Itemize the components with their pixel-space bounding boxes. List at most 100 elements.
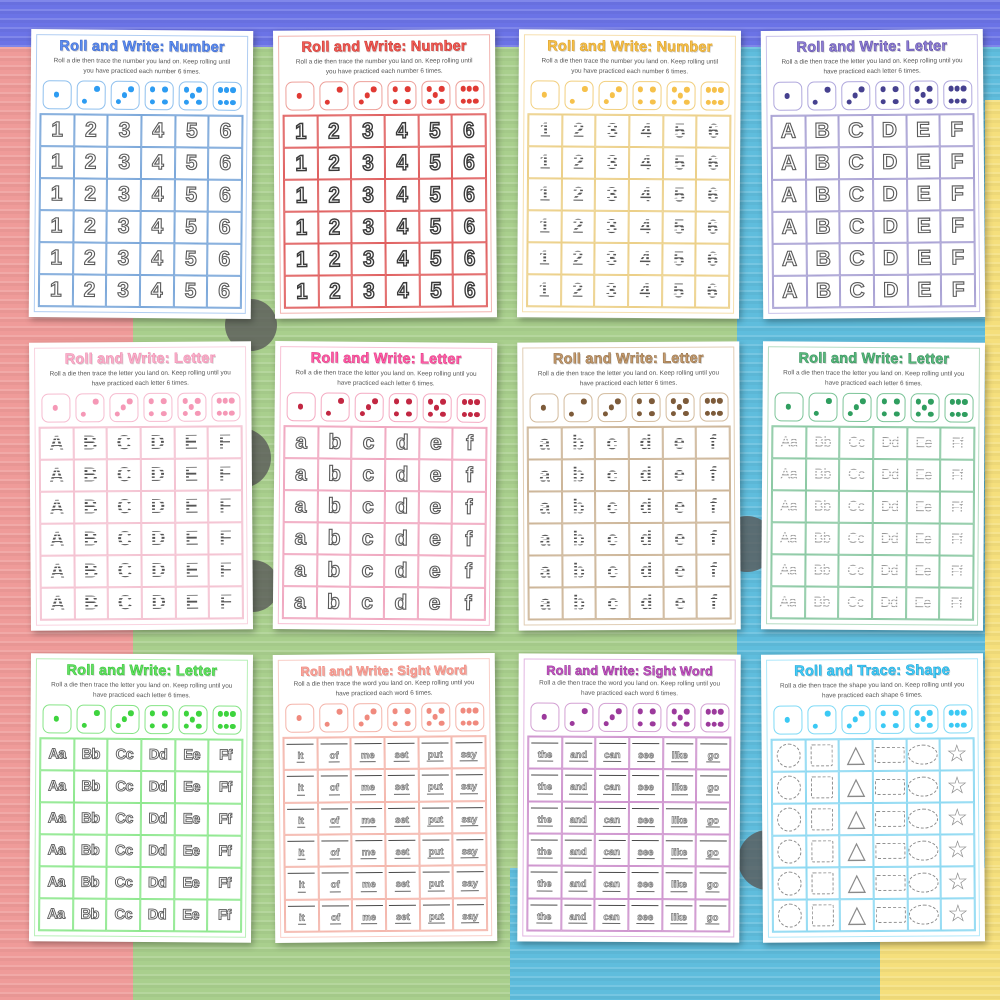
- trace-cell: f: [696, 458, 731, 491]
- trace-cell: 6: [207, 211, 242, 244]
- trace-glyph: 1: [539, 119, 551, 142]
- trace-cell: △: [839, 834, 874, 868]
- trace-word: it: [296, 782, 305, 796]
- shape-rectangle: [874, 746, 905, 763]
- trace-cell: F: [940, 146, 975, 179]
- trace-cell: d: [629, 490, 663, 523]
- trace-cell: E: [174, 490, 209, 523]
- instructions-line2: have practiced each word 6 times.: [335, 689, 433, 698]
- trace-cell: e: [418, 491, 453, 524]
- trace-glyph: 3: [117, 279, 130, 303]
- die-face-4-icon: [875, 392, 906, 423]
- trace-glyph: 4: [639, 248, 651, 271]
- die-pip: [126, 398, 133, 405]
- trace-cell: Bb: [73, 834, 108, 867]
- trace-glyph: 6: [707, 120, 720, 143]
- trace-word: see: [636, 814, 655, 828]
- trace-glyph: c: [606, 560, 619, 583]
- die-pip: [960, 709, 967, 716]
- trace-glyph: d: [394, 527, 408, 551]
- trace-glyph: Bb: [80, 842, 100, 859]
- trace-word: say: [460, 813, 479, 827]
- worksheet-instructions: Roll a die then trace the word you land …: [539, 679, 720, 699]
- die-pip: [217, 87, 224, 93]
- trace-glyph: f: [465, 432, 474, 456]
- die-pip: [954, 85, 960, 92]
- trace-cell: Bb: [805, 426, 840, 459]
- trace-cell: 6: [208, 179, 242, 212]
- writing-guide-line: [388, 807, 416, 809]
- die-pip: [358, 721, 364, 727]
- dice-row: [41, 704, 242, 735]
- trace-glyph: Ee: [914, 595, 932, 612]
- trace-cell: [771, 739, 806, 772]
- trace-glyph: A: [49, 496, 65, 519]
- trace-glyph: 2: [84, 150, 97, 175]
- trace-glyph: 5: [184, 247, 197, 271]
- trace-cell: e: [417, 555, 452, 588]
- trace-glyph: 5: [429, 117, 442, 144]
- trace-cell: Ff: [208, 803, 242, 836]
- writing-guide-line: [455, 774, 483, 776]
- trace-cell: Dd: [140, 834, 175, 868]
- die-pip: [784, 717, 791, 723]
- die-pip: [336, 708, 343, 715]
- trace-cell: Ff: [207, 899, 242, 932]
- trace-cell: f: [451, 587, 486, 620]
- trace-glyph: f: [710, 591, 718, 614]
- die-pip: [915, 411, 921, 417]
- worksheet-letter-brown-lowercase: Roll and Write: Letter Roll a die then tr…: [517, 341, 741, 631]
- trace-cell: F: [940, 210, 975, 243]
- die-face-5-icon: [420, 702, 450, 732]
- trace-word: see: [636, 911, 655, 925]
- die-pip: [81, 722, 88, 728]
- trace-cell: f: [696, 426, 730, 459]
- die-pip: [404, 708, 411, 714]
- die-pip: [962, 399, 968, 405]
- trace-glyph: Ff: [218, 779, 232, 796]
- trace-glyph: 4: [396, 181, 409, 208]
- instructions-line2: have practiced each letter 6 times.: [825, 379, 923, 388]
- trace-cell: Cc: [838, 522, 873, 555]
- die-pip: [582, 86, 588, 92]
- die-pip: [53, 716, 60, 722]
- trace-cell: e: [418, 427, 453, 460]
- trace-glyph: d: [640, 591, 653, 614]
- writing-guide-line: [531, 742, 559, 744]
- worksheet-letter-purple-uppercase: Roll and Write: Letter Roll a die then tr…: [760, 29, 986, 319]
- trace-cell: 2: [73, 178, 108, 211]
- trace-cell: B: [73, 491, 108, 524]
- die-face-3-icon: [110, 80, 140, 110]
- trace-glyph: 3: [361, 117, 374, 144]
- trace-glyph: 1: [50, 246, 63, 270]
- trace-cell: E: [175, 554, 210, 587]
- trace-cell: 6: [695, 211, 730, 244]
- writing-guide-line: [455, 806, 483, 808]
- die-pip: [926, 86, 933, 92]
- shape-ellipse: [908, 808, 939, 829]
- instructions-line2: you have practiced each number 6 times.: [325, 67, 443, 76]
- trace-glyph: Aa: [780, 498, 798, 515]
- trace-cell: 2: [560, 274, 595, 307]
- die-pip: [649, 721, 656, 727]
- trace-cell: f: [452, 491, 486, 524]
- trace-cell: set: [385, 898, 420, 931]
- trace-cell: Ff: [940, 459, 975, 492]
- die-pip: [892, 710, 899, 716]
- trace-cell: C: [106, 426, 141, 460]
- instructions-line1: Roll a die then trace the letter you lan…: [781, 57, 963, 67]
- trace-cell: Cc: [839, 426, 874, 459]
- trace-glyph: D: [151, 591, 166, 614]
- die-pip: [466, 707, 472, 714]
- trace-cell: go: [695, 866, 730, 900]
- trace-glyph: e: [429, 463, 442, 487]
- trace-glyph: F: [219, 591, 233, 614]
- trace-word: say: [460, 781, 479, 795]
- trace-cell: 4: [629, 114, 664, 148]
- trace-word: and: [569, 749, 589, 763]
- trace-cell: 3: [106, 242, 141, 275]
- die-pip: [710, 398, 717, 404]
- trace-cell: C: [838, 114, 873, 148]
